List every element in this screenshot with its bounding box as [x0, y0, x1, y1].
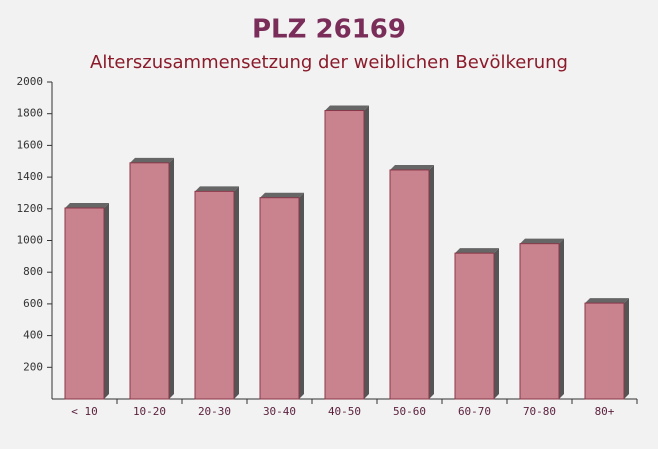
bar-shadow-top [585, 298, 629, 304]
bar-shadow [169, 157, 174, 399]
chart-subtitle: Alterszusammensetzung der weiblichen Bev… [90, 52, 568, 73]
bar-shadow [299, 192, 304, 399]
bar-shadow [104, 203, 109, 399]
bar-shadow [364, 105, 369, 399]
y-tick-label: 400 [23, 329, 43, 342]
x-tick-label: 30-40 [263, 405, 296, 418]
x-tick-label: 60-70 [458, 405, 491, 418]
bar-shadow-top [455, 248, 499, 254]
bar [389, 169, 430, 400]
y-tick-label: 1200 [17, 202, 44, 215]
chart-title: PLZ 26169 [252, 15, 406, 45]
bar-shadow [624, 298, 629, 399]
x-tick-label: 50-60 [393, 405, 426, 418]
bar [194, 190, 235, 400]
bar-shadow-top [195, 186, 239, 192]
bar-shadow [494, 248, 499, 399]
bar [324, 110, 365, 400]
bar-shadow [559, 238, 564, 399]
bar-shadow-top [130, 157, 174, 163]
bar-shadow-top [260, 192, 304, 198]
bar-shadow-top [325, 105, 369, 111]
bar [259, 197, 300, 400]
y-tick-label: 1000 [17, 234, 44, 247]
bar-shadow-top [390, 164, 434, 170]
y-tick-label: 1400 [17, 170, 44, 183]
x-tick-label: 10-20 [133, 405, 166, 418]
y-tick-label: 2000 [17, 75, 44, 88]
bar [519, 243, 560, 400]
bar [129, 162, 170, 400]
y-tick-label: 800 [23, 265, 43, 278]
y-tick-label: 600 [23, 297, 43, 310]
x-tick-label: 80+ [595, 405, 615, 418]
y-tick-label: 1800 [17, 107, 44, 120]
x-tick-label: 20-30 [198, 405, 231, 418]
bar [454, 252, 495, 400]
bar [64, 207, 105, 400]
bar [584, 302, 625, 400]
y-tick-label: 200 [23, 360, 43, 373]
x-tick-label: 40-50 [328, 405, 361, 418]
bar-shadow [429, 164, 434, 399]
x-tick-label: < 10 [71, 405, 98, 418]
bar-shadow-top [65, 203, 109, 209]
x-tick-label: 70-80 [523, 405, 556, 418]
y-tick-label: 1600 [17, 138, 44, 151]
bar-shadow [234, 186, 239, 399]
bar-shadow-top [520, 238, 564, 244]
